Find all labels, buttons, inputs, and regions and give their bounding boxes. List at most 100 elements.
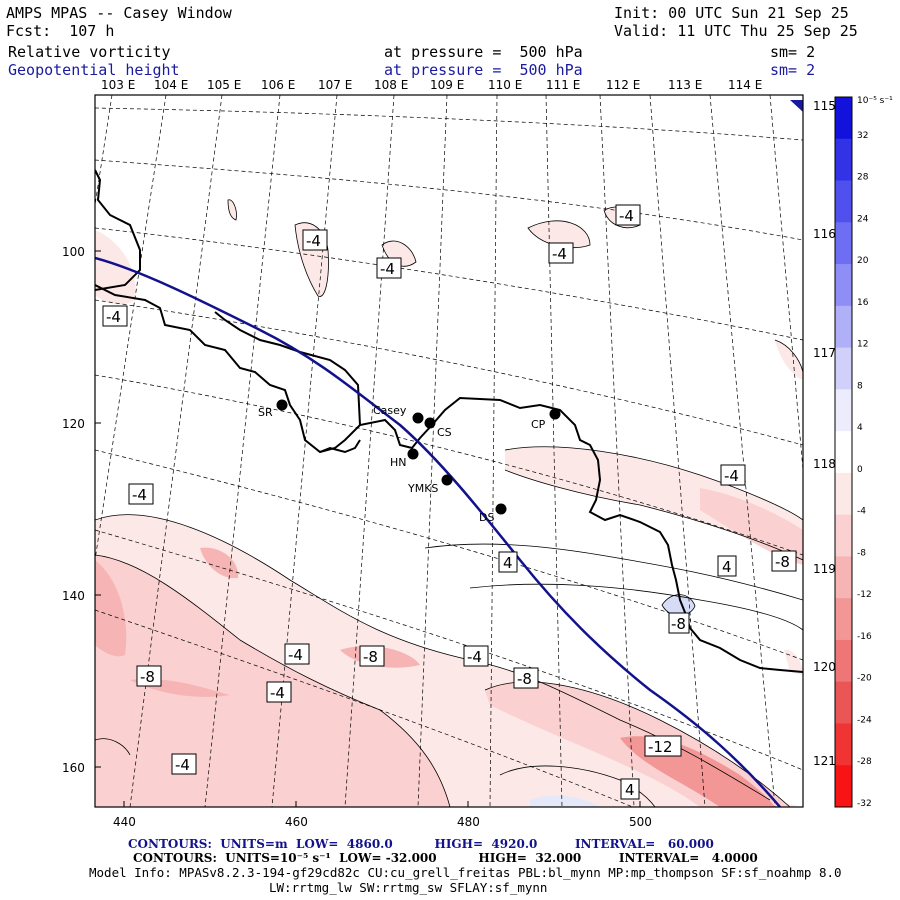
svg-text:140: 140 bbox=[62, 589, 85, 603]
init-time: Init: 00 UTC Sun 21 Sep 25 bbox=[614, 4, 849, 22]
svg-text:-8: -8 bbox=[517, 670, 532, 688]
svg-text:-4: -4 bbox=[724, 467, 739, 485]
colorbar-swatch bbox=[835, 389, 852, 432]
svg-text:108 E: 108 E bbox=[374, 78, 408, 92]
svg-text:-4: -4 bbox=[306, 232, 321, 250]
colorbar-swatch bbox=[835, 431, 852, 474]
contour-label: -8 bbox=[771, 550, 797, 572]
contour-label: -4 bbox=[463, 645, 489, 667]
colorbar-tick-label: 28 bbox=[857, 173, 869, 183]
colorbar-swatch bbox=[835, 138, 852, 182]
station-dot-sr bbox=[276, 399, 288, 411]
svg-text:114 E: 114 E bbox=[728, 78, 762, 92]
station-label-cs: CS bbox=[437, 426, 452, 439]
contour-label: 4 bbox=[498, 551, 518, 573]
svg-text:460: 460 bbox=[285, 815, 308, 829]
svg-text:-4: -4 bbox=[288, 646, 303, 664]
contour-label: -4 bbox=[376, 257, 402, 279]
contour-label: -8 bbox=[513, 667, 539, 689]
svg-text:-4: -4 bbox=[132, 486, 147, 504]
station-label-ds: DS bbox=[479, 511, 494, 524]
contour-label: -4 bbox=[171, 753, 197, 775]
svg-text:-4: -4 bbox=[270, 684, 285, 702]
contour-label: -4 bbox=[302, 229, 328, 251]
colorbar-tick-label: -12 bbox=[857, 590, 872, 600]
field2-smoothing: sm= 2 bbox=[770, 61, 816, 79]
colorbar-tick-label: 16 bbox=[857, 298, 869, 308]
svg-text:-12: -12 bbox=[648, 738, 673, 756]
colorbar-swatch bbox=[835, 765, 852, 808]
colorbar-swatch bbox=[835, 180, 852, 223]
svg-text:103 E: 103 E bbox=[101, 78, 135, 92]
geopotential-contour-4860 bbox=[95, 256, 781, 807]
contour-label: -4 bbox=[284, 643, 310, 665]
colorbar-swatch bbox=[835, 264, 852, 307]
colorbar-tick-label: -4 bbox=[857, 507, 866, 517]
graticule-lines bbox=[95, 95, 803, 807]
svg-text:-8: -8 bbox=[671, 615, 686, 633]
grid-y-ticks: 100 120 140 160 bbox=[62, 245, 85, 775]
station-dot-cs bbox=[424, 417, 436, 429]
svg-text:105 E: 105 E bbox=[207, 78, 241, 92]
colorbar-tick-label: -28 bbox=[857, 757, 872, 767]
colorbar-swatch bbox=[835, 347, 852, 390]
colorbar-unit: 10⁻⁵ s⁻¹ bbox=[857, 96, 893, 106]
station-labels: SR Casey CS CP HN YMKS DS bbox=[258, 404, 546, 524]
field2-level: at pressure = 500 hPa bbox=[384, 61, 583, 79]
height-contour-info: CONTOURS: UNITS=m LOW= 4860.0 HIGH= 4920… bbox=[128, 837, 714, 851]
field1-name: Relative vorticity bbox=[8, 43, 171, 61]
svg-text:4: 4 bbox=[503, 554, 513, 572]
svg-text:-4: -4 bbox=[380, 260, 395, 278]
station-label-ymks: YMKS bbox=[407, 482, 438, 495]
plot-frame bbox=[94, 94, 804, 808]
contour-label: -12 bbox=[644, 735, 682, 757]
svg-text:4: 4 bbox=[625, 781, 635, 799]
forecast-hour: Fcst: 107 h bbox=[6, 22, 115, 40]
station-dot-cp bbox=[549, 408, 561, 420]
svg-text:-4: -4 bbox=[619, 207, 634, 225]
station-markers bbox=[276, 399, 561, 515]
colorbar-swatch bbox=[835, 514, 852, 557]
contour-labels: -4 -4 -4 -4 -4 -4 -4 -4 -8 -4 -4 -8 -4 -… bbox=[102, 204, 797, 800]
vorticity-shading bbox=[95, 100, 803, 807]
svg-text:-4: -4 bbox=[106, 308, 121, 326]
svg-text:480: 480 bbox=[457, 815, 480, 829]
colorbar-tick-label: 4 bbox=[857, 423, 863, 433]
contour-label: -4 bbox=[548, 242, 574, 264]
contour-label: -4 bbox=[615, 204, 641, 226]
contour-label: -8 bbox=[359, 645, 385, 667]
station-dot-casey bbox=[412, 412, 424, 424]
contour-label: -4 bbox=[266, 681, 292, 703]
colorbar-tick-label: 20 bbox=[857, 256, 869, 266]
colorbar-tick-label: -20 bbox=[857, 674, 872, 684]
station-label-sr: SR bbox=[258, 406, 273, 419]
colorbar-tick-label: 32 bbox=[857, 131, 868, 141]
contour-label: 4 bbox=[620, 778, 640, 800]
contour-label: -4 bbox=[720, 464, 746, 486]
svg-text:-4: -4 bbox=[175, 756, 190, 774]
top-longitude-labels: 103 E 104 E 105 E 106 E 107 E 108 E 109 … bbox=[101, 78, 762, 92]
field1-smoothing: sm= 2 bbox=[770, 43, 816, 61]
colorbar-tick-label: 8 bbox=[857, 381, 863, 391]
station-dot-ymks bbox=[441, 474, 453, 486]
contour-label: -4 bbox=[102, 305, 128, 327]
contour-label: 4 bbox=[717, 555, 737, 577]
colorbar-swatch bbox=[835, 222, 852, 265]
svg-text:104 E: 104 E bbox=[154, 78, 188, 92]
colorbar-tick-label: 12 bbox=[857, 340, 868, 350]
colorbar-swatch bbox=[835, 97, 852, 140]
svg-text:-4: -4 bbox=[467, 648, 482, 666]
svg-text:110 E: 110 E bbox=[488, 78, 522, 92]
colorbar-tick-label: -16 bbox=[857, 632, 872, 642]
colorbar-tick-label: -24 bbox=[857, 715, 872, 725]
svg-text:440: 440 bbox=[113, 815, 136, 829]
svg-text:111 E: 111 E bbox=[546, 78, 580, 92]
field1-level: at pressure = 500 hPa bbox=[384, 43, 583, 61]
colorbar-swatch bbox=[835, 556, 852, 599]
station-label-hn: HN bbox=[390, 456, 407, 469]
svg-text:109 E: 109 E bbox=[430, 78, 464, 92]
colorbar-swatch bbox=[835, 723, 852, 766]
svg-text:107 E: 107 E bbox=[318, 78, 352, 92]
colorbar-frame bbox=[834, 96, 853, 808]
